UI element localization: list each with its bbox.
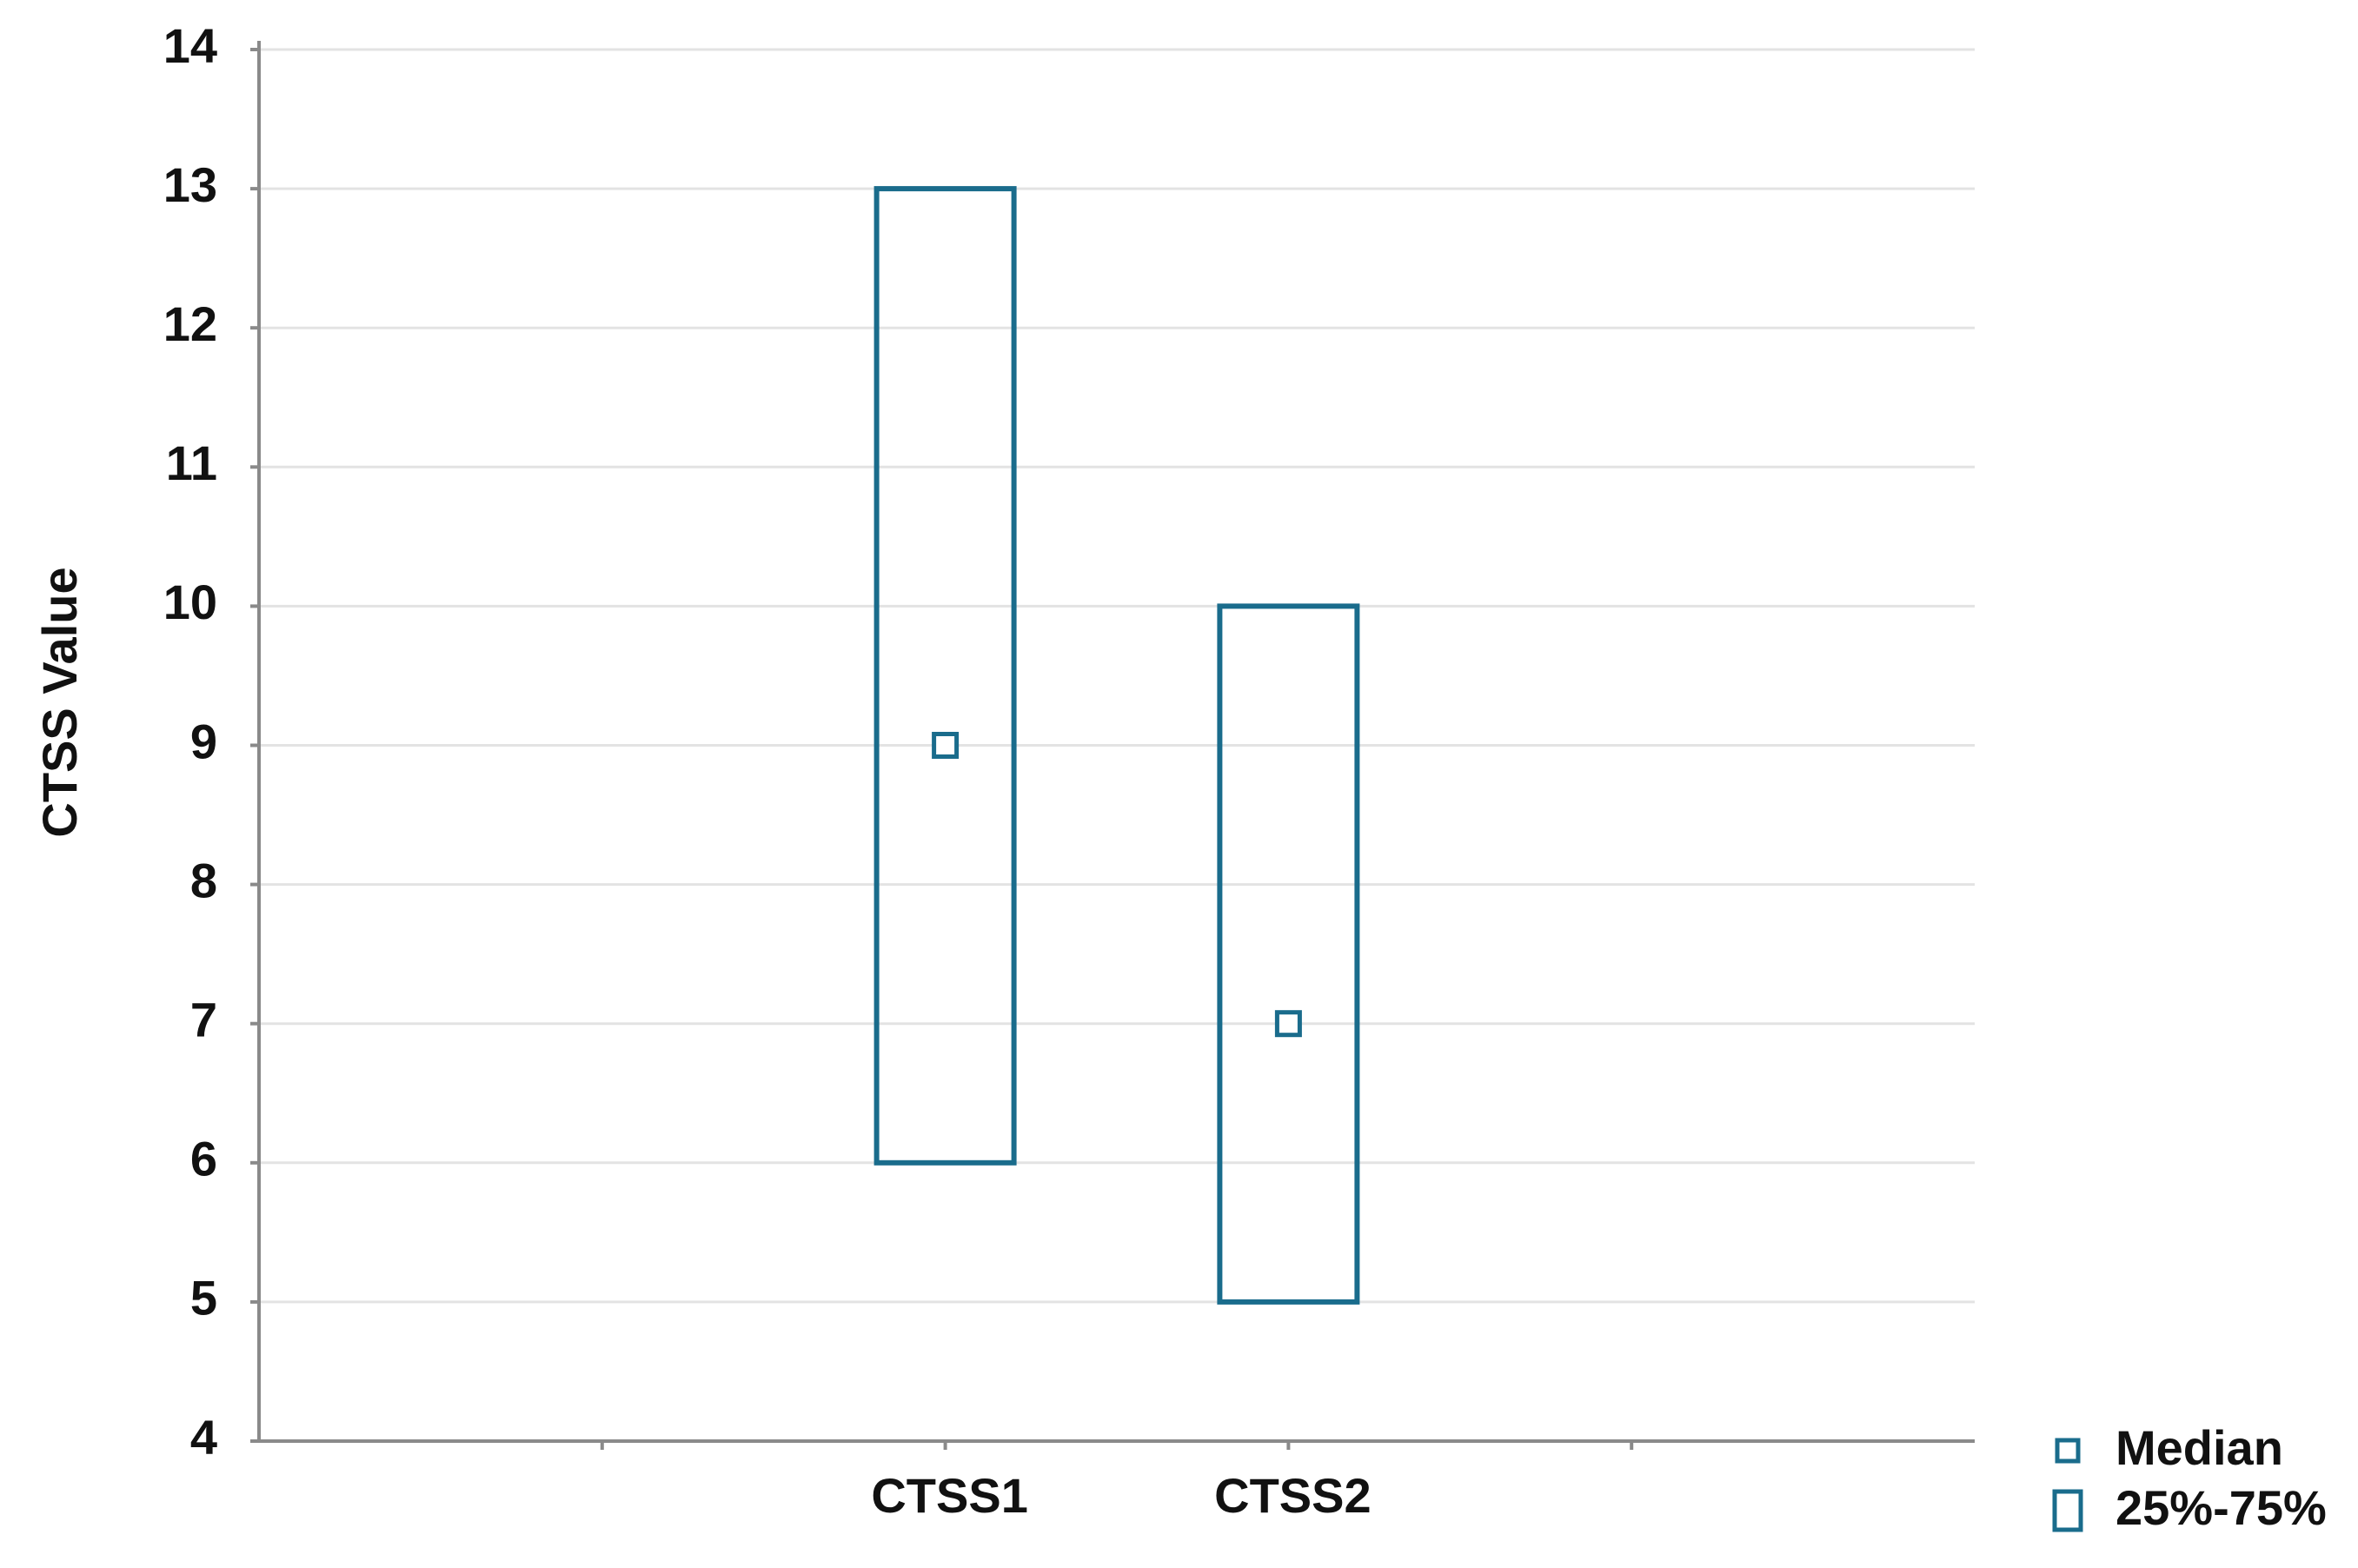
legend-label: 25%-75% [2116,1480,2327,1535]
y-tick-label: 12 [163,296,217,351]
median-marker [1274,1010,1302,1038]
y-axis-label: CTSS Value [32,567,87,837]
legend-label: Median [2116,1420,2283,1475]
x-tick-label: CTSS2 [1214,1468,1372,1523]
y-tick-label: 7 [190,992,217,1046]
iqr-box [1217,603,1360,1305]
iqr-box [873,186,1017,1166]
y-tick-label: 4 [190,1410,217,1465]
y-tick-label: 9 [190,714,217,768]
y-tick-label: 10 [163,575,217,629]
x-tick-label: CTSS1 [871,1468,1028,1523]
y-tick-label: 11 [166,435,217,490]
y-tick-label: 5 [190,1271,217,1325]
legend-marker [2052,1489,2083,1532]
legend-marker [2055,1438,2081,1464]
y-tick-label: 8 [190,853,217,907]
y-tick-label: 14 [163,18,217,73]
median-marker [932,732,960,759]
y-tick-label: 13 [163,157,217,212]
y-tick-label: 6 [190,1132,217,1186]
